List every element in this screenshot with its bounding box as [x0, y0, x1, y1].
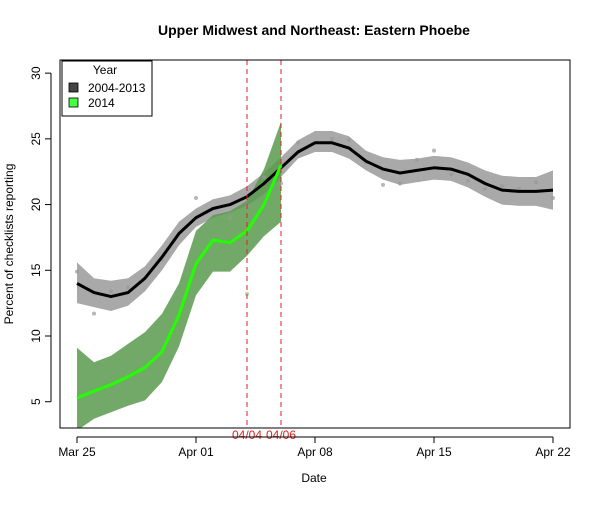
legend-swatch-2004-2013 — [68, 82, 79, 93]
point-2004-2013 — [398, 181, 402, 186]
point-2004-2013 — [262, 174, 266, 179]
legend-label-2004-2013: 2004-2013 — [88, 81, 146, 95]
ref-line-label-04-06: 04/06 — [266, 428, 296, 442]
observation-points — [75, 136, 555, 316]
x-tick-label: Apr 01 — [178, 445, 214, 459]
y-tick-label: 20 — [29, 198, 43, 212]
point-2004-2013 — [466, 178, 470, 183]
point-2004-2013 — [449, 172, 453, 177]
x-tick-label: Apr 22 — [535, 445, 571, 459]
y-tick-label: 5 — [29, 398, 43, 405]
x-tick-label: Apr 08 — [297, 445, 333, 459]
point-2004-2013 — [517, 186, 521, 191]
point-2004-2013 — [279, 181, 283, 186]
point-2014 — [245, 291, 249, 296]
reference-lines: 04/04 04/06 — [232, 60, 296, 442]
y-axis-title: Percent of checklists reporting — [2, 164, 16, 325]
y-tick-label: 30 — [29, 66, 43, 80]
point-2004-2013 — [551, 196, 555, 200]
point-2004-2013 — [381, 182, 385, 187]
y-axis: 5 10 15 20 25 30 — [29, 66, 52, 405]
y-tick-label: 10 — [29, 329, 43, 343]
point-2004-2013 — [126, 285, 130, 290]
point-2004-2013 — [483, 186, 487, 191]
line-2004-2013 — [76, 141, 554, 299]
point-2004-2013 — [194, 196, 198, 200]
band-2014 — [77, 121, 281, 428]
x-tick-label: Mar 25 — [58, 445, 96, 459]
point-2004-2013 — [432, 148, 436, 153]
x-axis-title: Date — [301, 471, 327, 485]
point-2004-2013 — [534, 180, 538, 185]
point-2004-2013 — [347, 138, 351, 143]
legend-swatch-2014 — [68, 97, 79, 108]
legend-label-2014: 2014 — [88, 96, 115, 110]
point-2004-2013 — [415, 157, 419, 162]
legend-title: Year — [93, 63, 117, 77]
y-tick-label: 25 — [29, 132, 43, 146]
ref-line-label-04-04: 04/04 — [232, 428, 262, 442]
chart-title: Upper Midwest and Northeast: Eastern Pho… — [158, 22, 470, 38]
point-2004-2013 — [228, 215, 232, 220]
legend: Year 2004-2013 2014 — [61, 60, 153, 117]
point-2004-2013 — [109, 289, 113, 294]
x-axis: Mar 25 Apr 01 Apr 08 Apr 15 Apr 22 — [58, 436, 571, 459]
line-2014 — [76, 164, 283, 400]
point-2004-2013 — [330, 136, 334, 141]
point-2004-2013 — [75, 269, 79, 274]
x-tick-label: Apr 15 — [416, 445, 452, 459]
series-lines — [76, 141, 554, 400]
plot-frame — [59, 59, 571, 429]
band-2004-2013 — [77, 131, 553, 311]
y-tick-label: 15 — [29, 263, 43, 277]
confidence-bands — [77, 121, 553, 428]
point-2004-2013 — [92, 311, 96, 316]
point-2004-2013 — [296, 140, 300, 145]
point-2004-2013 — [500, 184, 504, 189]
